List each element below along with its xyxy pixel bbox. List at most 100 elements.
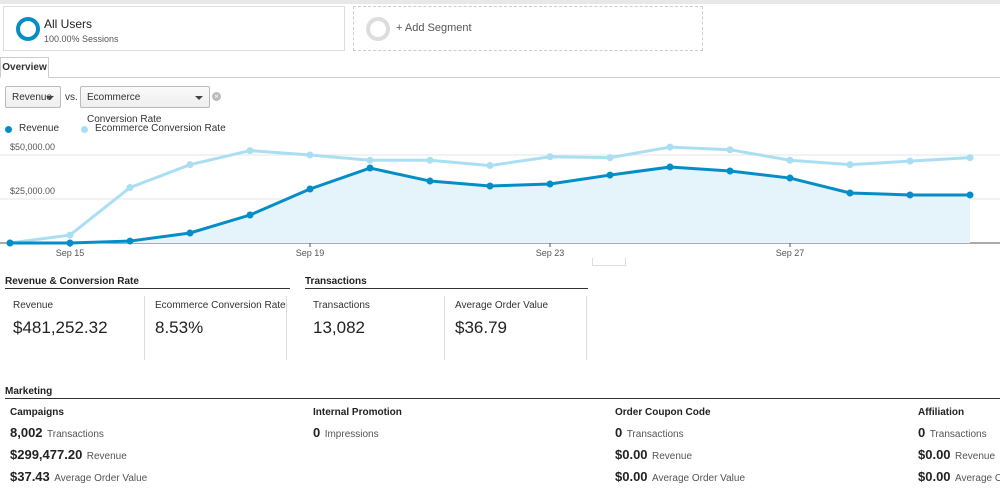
data-point: [726, 146, 734, 154]
metric-label: Transactions: [929, 429, 987, 440]
data-point: [786, 156, 794, 164]
data-point: [6, 239, 14, 247]
metric-row: $0.00 Average Order Value: [615, 468, 915, 490]
data-point: [906, 191, 914, 199]
section-title: Transactions: [305, 276, 367, 287]
marketing-column: Order Coupon Code 0 Transactions $0.00 Rev…: [615, 406, 915, 490]
metric-label: Transactions: [47, 429, 104, 440]
data-point: [246, 211, 254, 219]
metric-value: 8,002: [10, 425, 43, 440]
metric-value: 0: [918, 425, 926, 440]
marketing-column: Affiliation 0 Transactions $0.00 Revenue $0…: [918, 406, 1000, 490]
metric-row: $0.00 Average Order Value: [918, 468, 1000, 490]
metric-row: $0.00 Revenue: [918, 446, 1000, 468]
data-point: [966, 154, 974, 162]
metric-box: Revenue $481,252.32: [5, 296, 145, 360]
metric-label: Revenue: [86, 451, 127, 462]
data-point: [66, 231, 74, 239]
data-point: [186, 161, 194, 169]
x-tick-label: Sep 23: [536, 248, 565, 258]
metric-row: 0 Transactions: [918, 424, 1000, 446]
legend-label: Revenue: [19, 123, 60, 134]
column-name: Affiliation: [918, 407, 965, 418]
data-point: [606, 154, 614, 162]
data-point: [126, 184, 134, 192]
metric-row: $0.00 Revenue: [615, 446, 915, 468]
metric-label: Ecommerce Conversion Rate: [155, 300, 286, 311]
metric-label: Average Order Value: [455, 300, 549, 311]
marketing-column: Internal Promotion 0 Impressions: [313, 406, 613, 446]
metric-value: $37.43: [10, 469, 50, 484]
data-point: [726, 167, 734, 175]
segment-detail: 100.00% Sessions: [44, 34, 119, 44]
data-point: [126, 237, 134, 245]
chart-toggle[interactable]: [592, 258, 626, 266]
metric-value: $481,252.32: [13, 318, 108, 337]
segment-icon: [366, 17, 390, 41]
metric-label: Transactions: [626, 429, 684, 440]
section-rule: [5, 398, 1000, 399]
data-point: [546, 153, 554, 161]
legend-dot: [81, 126, 89, 133]
metric-value: 0: [615, 425, 623, 440]
series-area: [10, 166, 970, 243]
x-tick-label: Sep 27: [776, 248, 805, 258]
metric-row: $299,477.20 Revenue: [10, 446, 310, 468]
add-segment[interactable]: + Add Segment: [353, 6, 703, 51]
data-point: [366, 164, 374, 172]
data-point: [546, 180, 554, 188]
segment-card[interactable]: All Users 100.00% Sessions: [3, 6, 345, 51]
metric-label: Revenue: [955, 451, 996, 462]
overview-tab[interactable]: Overview: [0, 57, 49, 78]
metric-value: $0.00: [615, 447, 648, 462]
y-tick-label: $25,000.00: [10, 186, 55, 196]
data-point: [846, 161, 854, 169]
metric-row: $37.43 Average Order Value: [10, 468, 310, 490]
data-point: [666, 143, 674, 151]
column-name: Campaigns: [10, 407, 64, 418]
vs-label: vs.: [65, 92, 78, 103]
remove-icon[interactable]: ×: [212, 92, 221, 101]
data-point: [486, 162, 494, 170]
metric-label: Revenue: [13, 300, 54, 311]
segment-name: All Users: [44, 17, 93, 31]
data-point: [906, 157, 914, 165]
data-point: [66, 239, 74, 247]
marketing-column: Campaigns 8,002 Transactions $299,477.20 R…: [10, 406, 310, 490]
data-point: [366, 156, 374, 164]
section-title: Revenue & Conversion Rate: [5, 276, 139, 287]
data-point: [246, 147, 254, 155]
metric-label: Average Order Value: [955, 473, 1000, 484]
metric-label: Revenue: [652, 451, 693, 462]
metric-label: Average Order Value: [652, 473, 746, 484]
data-point: [306, 185, 314, 193]
section-rule: [5, 288, 290, 289]
metric-dropdown[interactable]: Ecommerce Conversion Rate: [80, 86, 210, 125]
data-point: [966, 191, 974, 199]
column-name: Internal Promotion: [313, 407, 402, 418]
data-point: [426, 156, 434, 164]
x-tick-label: Sep 15: [56, 248, 85, 258]
legend-label: Ecommerce Conversion Rate: [95, 123, 226, 134]
top-bar: [0, 0, 1000, 4]
y-tick-label: $50,000.00: [10, 142, 55, 152]
metric-box: Ecommerce Conversion Rate 8.53%: [147, 296, 287, 360]
data-point: [486, 182, 494, 190]
data-point: [846, 189, 854, 197]
data-point: [606, 171, 614, 179]
metric-dropdown[interactable]: Revenue: [5, 86, 61, 108]
x-tick-label: Sep 19: [296, 248, 325, 258]
data-point: [306, 151, 314, 159]
data-point: [186, 229, 194, 237]
metric-value: 13,082: [313, 318, 365, 337]
metric-label: Average Order Value: [54, 473, 148, 484]
data-point: [666, 163, 674, 171]
metric-value: $0.00: [918, 469, 951, 484]
section-title: Marketing: [5, 386, 53, 397]
metric-row: 8,002 Transactions: [10, 424, 310, 446]
metric-label: Transactions: [313, 300, 370, 311]
data-point: [426, 177, 434, 185]
metric-value: 0: [313, 425, 321, 440]
metric-value: $299,477.20: [10, 447, 83, 462]
